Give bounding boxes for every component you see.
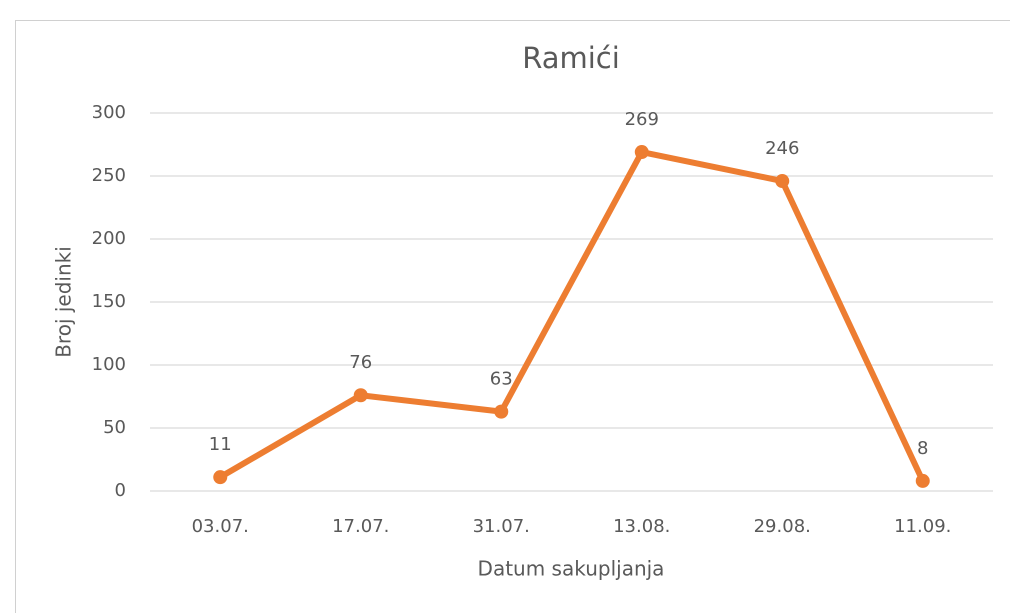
data-point: [494, 404, 509, 419]
data-label: 76: [349, 352, 372, 373]
data-point: [213, 470, 228, 485]
y-tick-label: 200: [92, 228, 126, 249]
x-tick-label: 17.07.: [332, 516, 389, 537]
x-tick-label: 11.09.: [894, 516, 951, 537]
data-line: [218, 149, 926, 483]
y-tick-label: 0: [115, 480, 126, 501]
chart-title: Ramići: [522, 41, 620, 75]
x-tick-label: 03.07.: [192, 516, 249, 537]
x-tick-label: 29.08.: [754, 516, 811, 537]
data-point: [634, 145, 649, 160]
data-label: 8: [917, 438, 928, 459]
data-point: [915, 473, 930, 488]
y-tick-label: 250: [92, 165, 126, 186]
x-tick-label: 31.07.: [473, 516, 530, 537]
y-axis-label: Broj jedinki: [52, 246, 76, 358]
data-point: [775, 174, 790, 189]
y-tick-label: 100: [92, 354, 126, 375]
data-label: 11: [209, 434, 232, 455]
x-axis-label: Datum sakupljanja: [478, 557, 665, 581]
y-tick-label: 300: [92, 102, 126, 123]
data-label: 63: [490, 369, 513, 390]
y-tick-label: 50: [103, 417, 126, 438]
data-label: 269: [625, 109, 659, 130]
x-tick-label: 13.08.: [613, 516, 670, 537]
data-point: [353, 388, 368, 403]
y-tick-label: 150: [92, 291, 126, 312]
data-label: 246: [765, 138, 799, 159]
